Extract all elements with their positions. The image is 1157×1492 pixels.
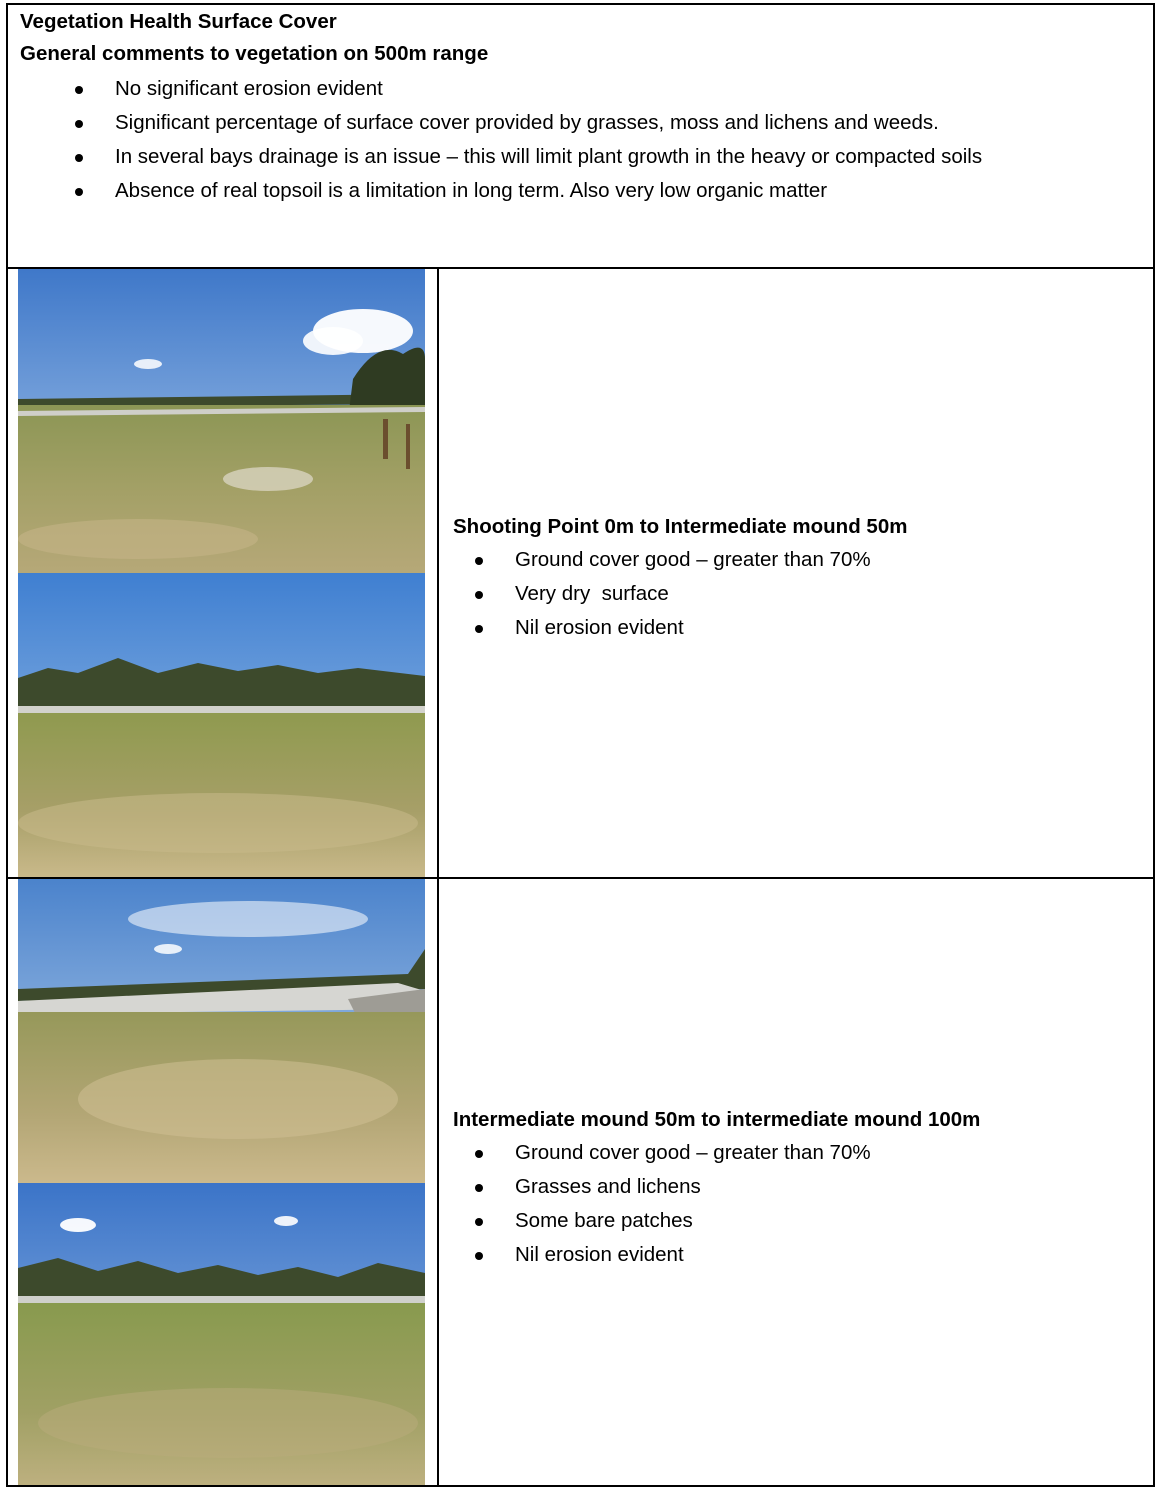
range-photo xyxy=(18,879,425,1183)
general-comments-heading: General comments to vegetation on 500m r… xyxy=(20,42,489,65)
section-list: Ground cover good – greater than 70% Gra… xyxy=(475,1140,1135,1276)
bullet-icon xyxy=(475,625,483,633)
list-item: Significant percentage of surface cover … xyxy=(75,110,1115,136)
section-50-100m: Intermediate mound 50m to intermediate m… xyxy=(437,877,1155,1487)
list-item: Ground cover good – greater than 70% xyxy=(475,547,1135,573)
list-item: No significant erosion evident xyxy=(75,76,1115,102)
bullet-icon xyxy=(475,1184,483,1192)
section-heading: Intermediate mound 50m to intermediate m… xyxy=(453,1108,981,1131)
list-item: Some bare patches xyxy=(475,1208,1135,1234)
bullet-icon xyxy=(475,591,483,599)
range-photo xyxy=(18,269,425,573)
list-item: Absence of real topsoil is a limitation … xyxy=(75,178,1115,204)
list-item: Nil erosion evident xyxy=(475,1242,1135,1268)
range-photo xyxy=(18,573,425,877)
bullet-icon xyxy=(475,1252,483,1260)
section-0-50m: Shooting Point 0m to Intermediate mound … xyxy=(437,267,1155,879)
photo-cell-50-100m xyxy=(6,877,439,1487)
bullet-icon xyxy=(75,154,83,162)
general-comments-cell: Vegetation Health Surface Cover General … xyxy=(6,3,1155,269)
list-item: Very dry surface xyxy=(475,581,1135,607)
page-title: Vegetation Health Surface Cover xyxy=(20,10,337,33)
photo-cell-0-50m xyxy=(6,267,439,879)
section-heading: Shooting Point 0m to Intermediate mound … xyxy=(453,515,908,538)
list-item: Ground cover good – greater than 70% xyxy=(475,1140,1135,1166)
document-page: Vegetation Health Surface Cover General … xyxy=(6,3,1155,1487)
bullet-icon xyxy=(75,188,83,196)
section-list: Ground cover good – greater than 70% Ver… xyxy=(475,547,1135,649)
bullet-icon xyxy=(75,120,83,128)
range-photo xyxy=(18,1183,425,1485)
bullet-icon xyxy=(75,86,83,94)
list-item: Grasses and lichens xyxy=(475,1174,1135,1200)
bullet-icon xyxy=(475,1150,483,1158)
general-comments-list: No significant erosion evident Significa… xyxy=(75,76,1115,212)
bullet-icon xyxy=(475,1218,483,1226)
list-item: Nil erosion evident xyxy=(475,615,1135,641)
list-item: In several bays drainage is an issue – t… xyxy=(75,144,1105,170)
bullet-icon xyxy=(475,557,483,565)
